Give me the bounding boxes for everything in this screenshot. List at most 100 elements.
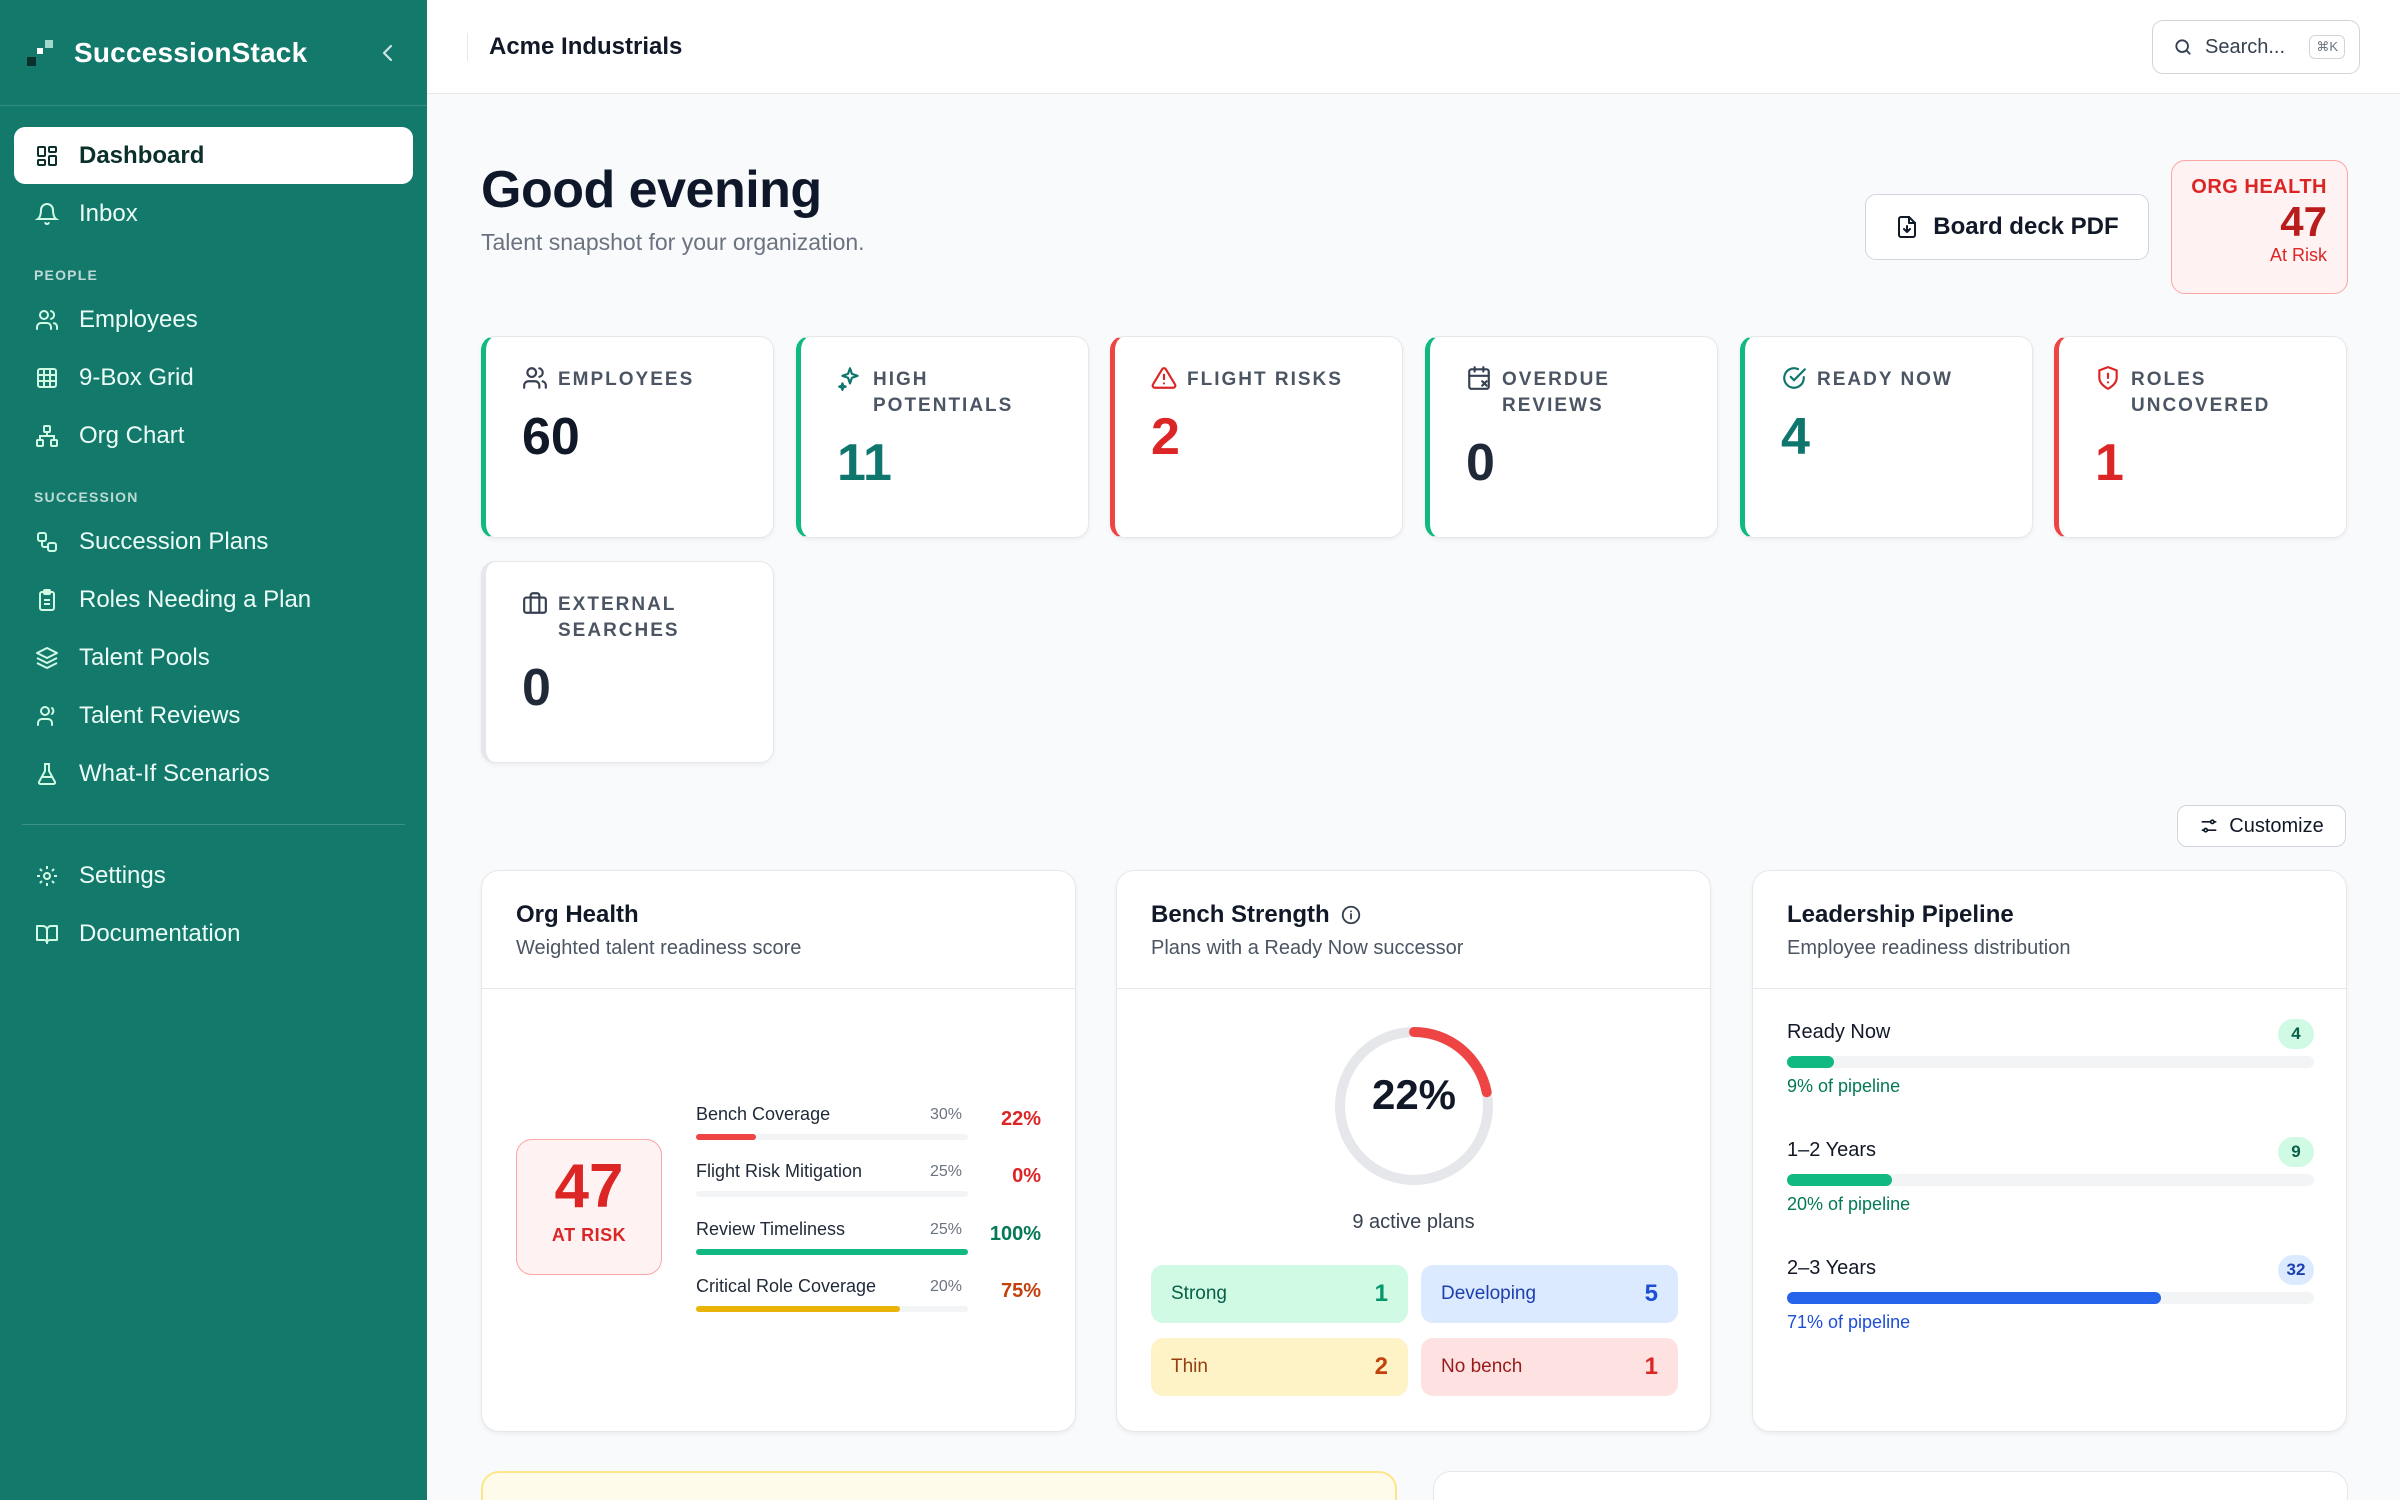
org-health-card: Org Health Weighted talent readiness sco… (481, 870, 1076, 1432)
metric-name: Review Timeliness (696, 1219, 846, 1239)
sidebar-item-label: What-If Scenarios (79, 759, 270, 787)
sidebar-item-settings[interactable]: Settings (14, 847, 413, 904)
org-health-badge[interactable]: ORG HEALTH 47 At Risk (2171, 160, 2348, 294)
search-shortcut: ⌘K (2309, 35, 2345, 59)
kpi-label: ROLES UNCOVERED (2131, 369, 2271, 416)
sidebar-item-org-chart[interactable]: Org Chart (14, 407, 413, 464)
layers-icon (34, 645, 60, 671)
sidebar: SuccessionStack Dashboard Inbox PEOPLE E… (0, 0, 427, 1500)
bench-tile-no-bench[interactable]: No bench 1 (1421, 1338, 1678, 1396)
kpi-card-overdue-reviews[interactable]: OVERDUE REVIEWS 0 (1425, 336, 1718, 538)
sidebar-item-documentation[interactable]: Documentation (14, 905, 413, 962)
tile-label: No bench (1441, 1356, 1523, 1377)
sidebar-item-talent-reviews[interactable]: Talent Reviews (14, 687, 413, 744)
users-icon (34, 307, 60, 333)
pipeline-caption: 20% of pipeline (1787, 1194, 1911, 1214)
bell-icon (34, 201, 60, 227)
sidebar-item-label: Inbox (79, 199, 138, 227)
calendar-x-icon (1466, 365, 1492, 391)
sidebar-item-employees[interactable]: Employees (14, 291, 413, 348)
sidebar-item-label: Documentation (79, 919, 241, 947)
kpi-card-ready-now[interactable]: READY NOW 4 (1740, 336, 2033, 538)
kpi-card-external-searches[interactable]: EXTERNAL SEARCHES 0 (481, 561, 774, 763)
customize-button[interactable]: Customize (2177, 805, 2346, 847)
info-icon[interactable] (1340, 904, 1362, 926)
briefcase-icon (522, 590, 548, 616)
sidebar-item-inbox[interactable]: Inbox (14, 185, 413, 242)
org-chart-icon (34, 423, 60, 449)
kpi-card-high-potentials[interactable]: HIGH POTENTIALS 11 (796, 336, 1089, 538)
pipeline-row-name: 1–2 Years (1787, 1139, 1876, 1161)
kpi-value: 4 (1781, 408, 1810, 466)
sliders-icon (2199, 816, 2219, 836)
metric-value: 100% (989, 1223, 1041, 1245)
users-icon (522, 365, 548, 391)
logo (27, 39, 53, 66)
card-subtitle: Plans with a Ready Now successor (1151, 937, 1464, 959)
sidebar-item-what-if-scenarios[interactable]: What-If Scenarios (14, 745, 413, 802)
user-review-icon (34, 703, 60, 729)
card-partial (1433, 1471, 2348, 1500)
search-button[interactable]: Search... ⌘K (2152, 20, 2360, 74)
leadership-pipeline-card: Leadership Pipeline Employee readiness d… (1752, 870, 2347, 1432)
org-health-badge-title: ORG HEALTH (2191, 176, 2327, 198)
customize-label: Customize (2229, 814, 2324, 837)
sidebar-item-label: Succession Plans (79, 527, 269, 555)
pipeline-row-name: 2–3 Years (1787, 1257, 1876, 1279)
card-title: Leadership Pipeline (1787, 901, 2014, 928)
pipeline-caption: 9% of pipeline (1787, 1076, 1901, 1096)
alert-card-partial (481, 1471, 1397, 1500)
pipeline-track (1787, 1174, 2314, 1186)
bench-tile-thin[interactable]: Thin 2 (1151, 1338, 1408, 1396)
kpi-card-flight-risks[interactable]: FLIGHT RISKS 2 (1110, 336, 1403, 538)
collapse-sidebar-button[interactable] (376, 41, 400, 65)
sidebar-item-dashboard[interactable]: Dashboard (14, 127, 413, 184)
main-content: Good evening Talent snapshot for your or… (427, 94, 2400, 1500)
metric-name: Bench Coverage (696, 1104, 831, 1124)
sidebar-item-roles-needing-a-plan[interactable]: Roles Needing a Plan (14, 571, 413, 628)
kpi-value: 2 (1151, 408, 1180, 466)
metric-row: Review Timeliness 25% 100% (696, 1219, 1041, 1269)
org-health-score-status: AT RISK (551, 1225, 627, 1246)
sidebar-item-label: 9-Box Grid (79, 363, 194, 391)
org-health-score-value: 47 (554, 1152, 624, 1221)
kpi-label: EXTERNAL SEARCHES (558, 594, 680, 641)
shield-alert-icon (2095, 365, 2121, 391)
search-icon (2175, 39, 2191, 55)
tile-count: 1 (1644, 1353, 1658, 1380)
metric-row: Bench Coverage 30% 22% (696, 1104, 1041, 1154)
nav-section-people: PEOPLE (34, 267, 98, 283)
sidebar-item-succession-plans[interactable]: Succession Plans (14, 513, 413, 570)
metric-track (696, 1134, 968, 1140)
bench-donut (1335, 1027, 1493, 1185)
kpi-card-roles-uncovered[interactable]: ROLES UNCOVERED 1 (2054, 336, 2347, 538)
metric-track (696, 1306, 968, 1312)
pipeline-row: 2–3 Years 32 71% of pipeline (1787, 1255, 2314, 1333)
pipeline-caption: 71% of pipeline (1787, 1312, 1911, 1332)
bench-tile-strong[interactable]: Strong 1 (1151, 1265, 1408, 1323)
app-name: SuccessionStack (74, 36, 308, 68)
kpi-label: OVERDUE REVIEWS (1502, 369, 1610, 416)
board-deck-pdf-button[interactable]: Board deck PDF (1865, 194, 2149, 260)
sidebar-item-9-box-grid[interactable]: 9-Box Grid (14, 349, 413, 406)
board-deck-pdf-label: Board deck PDF (1933, 213, 2119, 240)
metric-track (696, 1249, 968, 1255)
book-icon (34, 921, 60, 947)
pipeline-row: 1–2 Years 9 20% of pipeline (1787, 1137, 2314, 1215)
sidebar-item-label: Talent Pools (79, 643, 210, 671)
metric-weight: 20% (930, 1278, 963, 1295)
metric-name: Flight Risk Mitigation (696, 1161, 863, 1181)
bench-strength-card: Bench Strength Plans with a Ready Now su… (1116, 870, 1711, 1432)
org-name[interactable]: Acme Industrials (489, 32, 683, 60)
metric-fill (696, 1134, 756, 1140)
metric-value: 75% (1000, 1280, 1041, 1302)
kpi-value: 0 (1466, 434, 1495, 492)
bench-tile-developing[interactable]: Developing 5 (1421, 1265, 1678, 1323)
kpi-card-employees[interactable]: EMPLOYEES 60 (481, 336, 774, 538)
tile-count: 2 (1374, 1353, 1388, 1380)
page-subtitle: Talent snapshot for your organization. (481, 229, 865, 255)
sidebar-item-talent-pools[interactable]: Talent Pools (14, 629, 413, 686)
metric-row: Critical Role Coverage 20% 75% (696, 1276, 1041, 1326)
donut-arc (1335, 1027, 1493, 1185)
bench-percent: 22% (1371, 1071, 1457, 1118)
